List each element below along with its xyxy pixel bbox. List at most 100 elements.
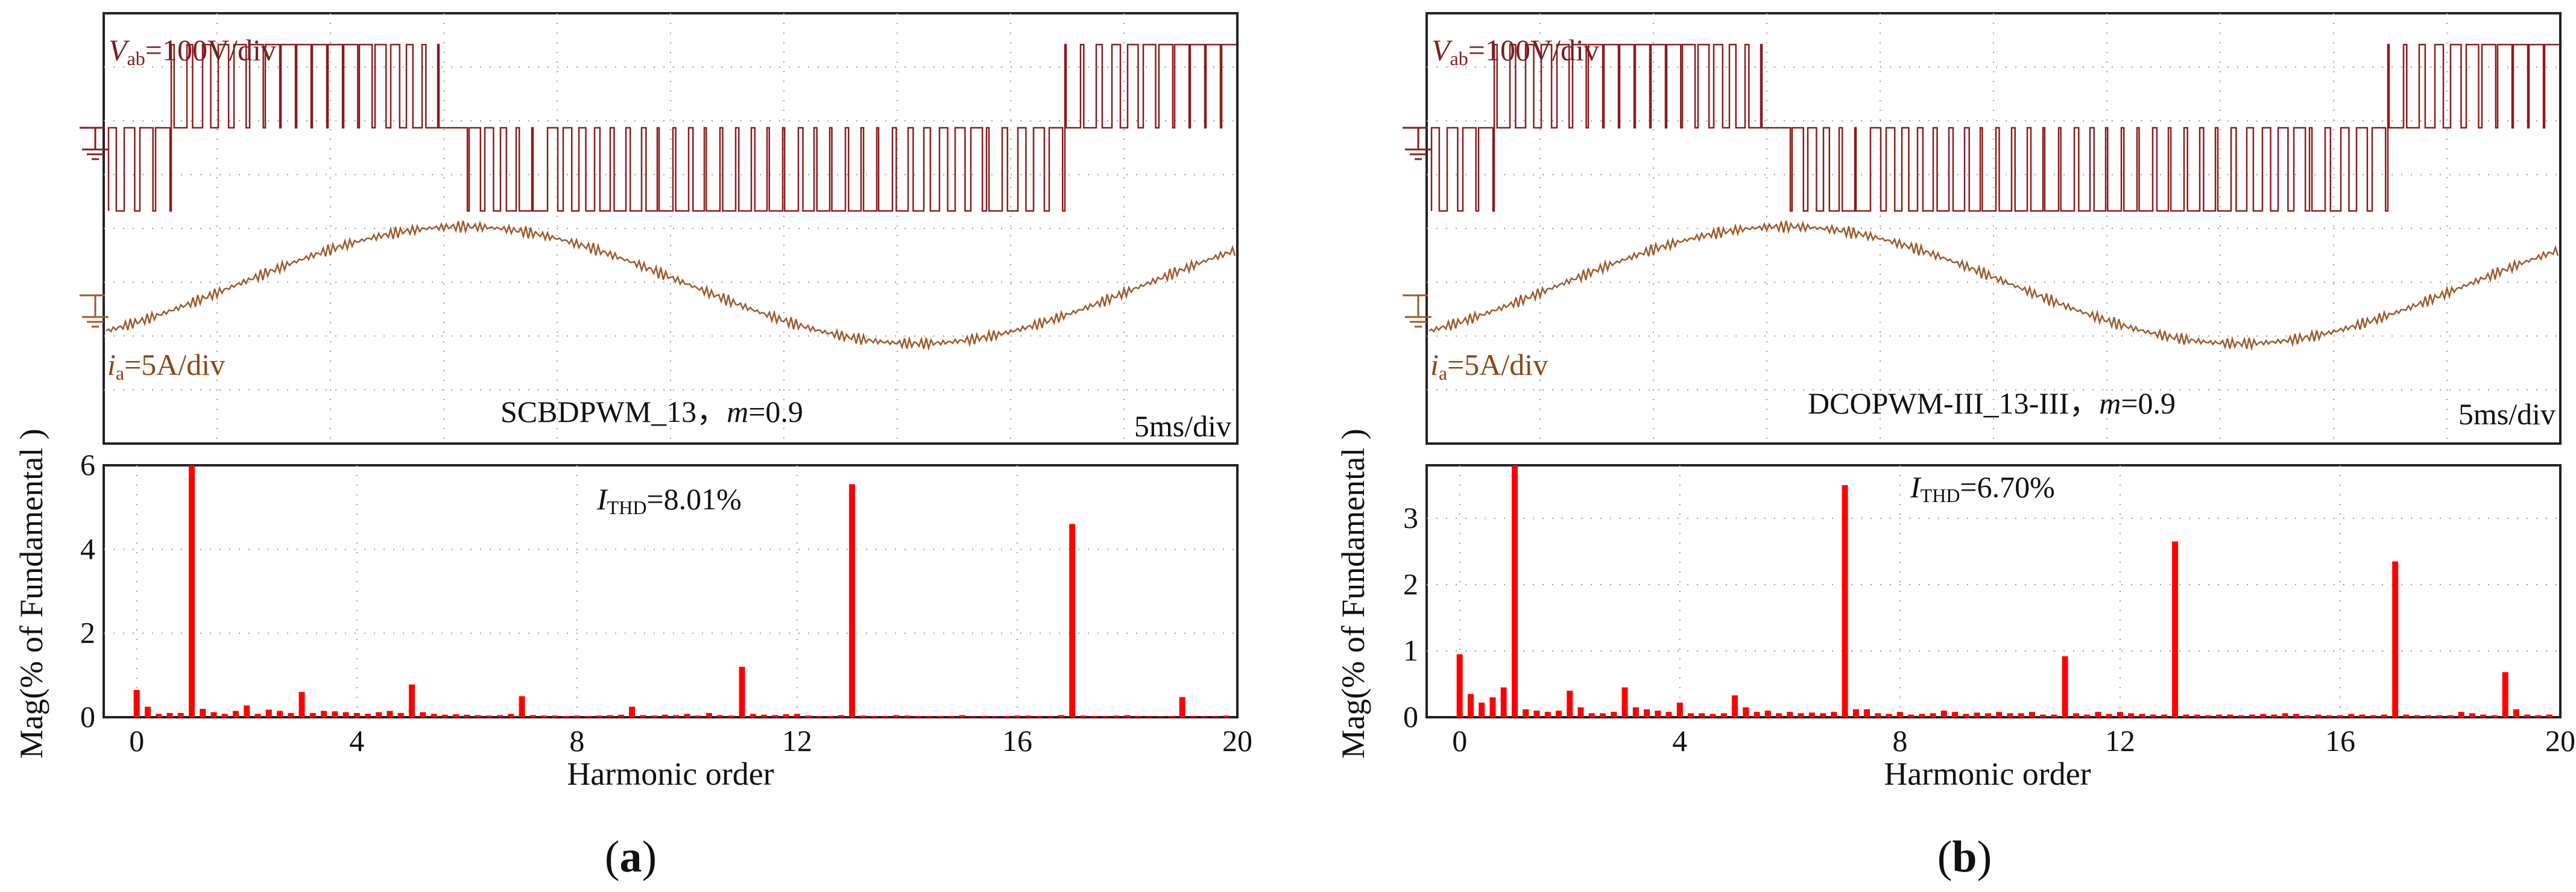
harmonic-bar bbox=[2425, 715, 2431, 717]
harmonic-bar bbox=[1864, 709, 1870, 717]
harmonic-bar bbox=[1179, 697, 1185, 717]
harmonic-bar bbox=[1886, 714, 1892, 717]
harmonic-bar bbox=[728, 715, 734, 717]
harmonic-bar bbox=[254, 714, 261, 717]
harmonic-bar bbox=[420, 712, 426, 717]
harmonic-bar bbox=[794, 714, 800, 717]
y-tick-labels-a: 0 2 4 6 bbox=[80, 448, 95, 733]
harmonic-bar bbox=[2172, 541, 2179, 717]
harmonic-bar bbox=[2128, 713, 2135, 717]
harmonic-bar bbox=[2062, 656, 2068, 717]
harmonic-bar bbox=[860, 715, 867, 717]
current-label-b: ia=5A/div bbox=[1430, 348, 1548, 384]
harmonic-bar bbox=[2161, 714, 2167, 717]
harmonic-bar bbox=[2546, 714, 2552, 717]
harmonic-bar bbox=[453, 714, 459, 717]
method-label-a: SCBDPWM_13，m=0.9 bbox=[500, 395, 803, 429]
harmonic-bar bbox=[1743, 707, 1749, 717]
harmonic-bar bbox=[2414, 715, 2420, 717]
x-tick-label: 8 bbox=[1892, 724, 1907, 758]
scope-traces-b bbox=[1428, 43, 2559, 351]
harmonic-bar bbox=[761, 714, 768, 717]
spectrum-grid-b bbox=[1427, 465, 2560, 717]
voltage-trace bbox=[1430, 43, 2559, 212]
harmonic-bar bbox=[1940, 711, 1947, 717]
harmonic-bar bbox=[1091, 715, 1097, 717]
x-axis-label-a: Harmonic order bbox=[567, 756, 774, 792]
harmonic-bar bbox=[244, 705, 250, 717]
harmonic-bar bbox=[2381, 714, 2387, 717]
current-label-a: ia=5A/div bbox=[107, 348, 225, 384]
harmonic-bar bbox=[2249, 714, 2255, 717]
harmonic-bar bbox=[1003, 715, 1009, 717]
harmonic-bar bbox=[387, 711, 393, 717]
harmonic-bar bbox=[2436, 715, 2443, 717]
harmonic-bar bbox=[1489, 697, 1496, 717]
harmonic-bar bbox=[1611, 712, 1617, 717]
harmonic-bar bbox=[2304, 715, 2311, 717]
harmonic-bar bbox=[915, 715, 921, 717]
harmonic-bar bbox=[541, 715, 548, 717]
x-tick-label: 12 bbox=[2105, 724, 2135, 758]
harmonic-bar bbox=[1919, 714, 1925, 717]
harmonic-bar bbox=[1699, 713, 1705, 717]
harmonic-bar bbox=[2524, 714, 2531, 717]
harmonic-bar bbox=[1820, 713, 1826, 717]
harmonic-bar bbox=[210, 712, 217, 717]
harmonic-bar bbox=[904, 715, 911, 717]
x-tick-label: 0 bbox=[1452, 724, 1467, 758]
harmonic-bar bbox=[1676, 702, 1683, 717]
harmonic-bar bbox=[2282, 713, 2288, 717]
harmonic-bar bbox=[1764, 711, 1771, 717]
harmonic-bar bbox=[1632, 707, 1639, 717]
time-div-label-a: 5ms/div bbox=[1134, 409, 1231, 443]
spectrum-bars-a bbox=[133, 465, 1230, 717]
harmonic-bar bbox=[827, 715, 833, 717]
harmonic-bar bbox=[485, 715, 492, 717]
harmonic-bar bbox=[508, 714, 514, 717]
harmonic-bar bbox=[1080, 715, 1087, 717]
harmonic-bar bbox=[1058, 715, 1064, 717]
harmonic-bar bbox=[464, 714, 470, 717]
harmonic-bar bbox=[1588, 713, 1595, 717]
harmonic-bar bbox=[1908, 714, 1915, 717]
harmonic-bar bbox=[617, 714, 624, 717]
y-tick-label: 0 bbox=[80, 700, 95, 733]
harmonic-bar bbox=[573, 715, 580, 717]
harmonic-bar bbox=[441, 714, 448, 717]
harmonic-bar bbox=[2513, 709, 2519, 717]
harmonic-bar bbox=[277, 711, 283, 717]
harmonic-bar bbox=[2018, 713, 2024, 717]
harmonic-bar bbox=[1577, 707, 1584, 717]
harmonic-bar bbox=[1544, 712, 1551, 717]
harmonic-bar bbox=[1996, 712, 2003, 717]
spectrum-frame-b bbox=[1425, 464, 2562, 718]
harmonic-bar bbox=[2370, 715, 2376, 717]
harmonic-bar bbox=[981, 715, 988, 717]
thd-label-b: ITHD=6.70% bbox=[1910, 470, 2055, 506]
harmonic-bar bbox=[772, 715, 778, 717]
harmonic-bar bbox=[871, 715, 877, 717]
x-tick-label: 0 bbox=[129, 724, 144, 758]
harmonic-bar bbox=[1798, 713, 1804, 717]
harmonic-bar bbox=[2216, 714, 2223, 717]
harmonic-bar bbox=[2028, 712, 2035, 717]
harmonic-bar bbox=[2117, 712, 2123, 717]
harmonic-bar bbox=[1732, 695, 1738, 717]
harmonic-bar bbox=[1787, 712, 1793, 717]
harmonic-bar bbox=[2447, 715, 2454, 717]
harmonic-bar bbox=[475, 715, 481, 717]
x-tick-label: 16 bbox=[1002, 724, 1032, 758]
panel-b: Vab=100V/div ia=5A/div DCOPWM-III_13-III… bbox=[1335, 12, 2575, 882]
harmonic-bar bbox=[1190, 715, 1196, 717]
harmonic-bar bbox=[376, 712, 382, 717]
harmonic-bar bbox=[651, 715, 657, 717]
harmonic-bar bbox=[1223, 715, 1230, 717]
harmonic-bar bbox=[2227, 714, 2233, 717]
harmonic-bar bbox=[1665, 712, 1672, 717]
harmonic-bar bbox=[1688, 713, 1694, 717]
harmonic-bar bbox=[298, 692, 305, 717]
harmonic-bar bbox=[353, 713, 360, 717]
time-div-label-b: 5ms/div bbox=[2458, 397, 2555, 431]
